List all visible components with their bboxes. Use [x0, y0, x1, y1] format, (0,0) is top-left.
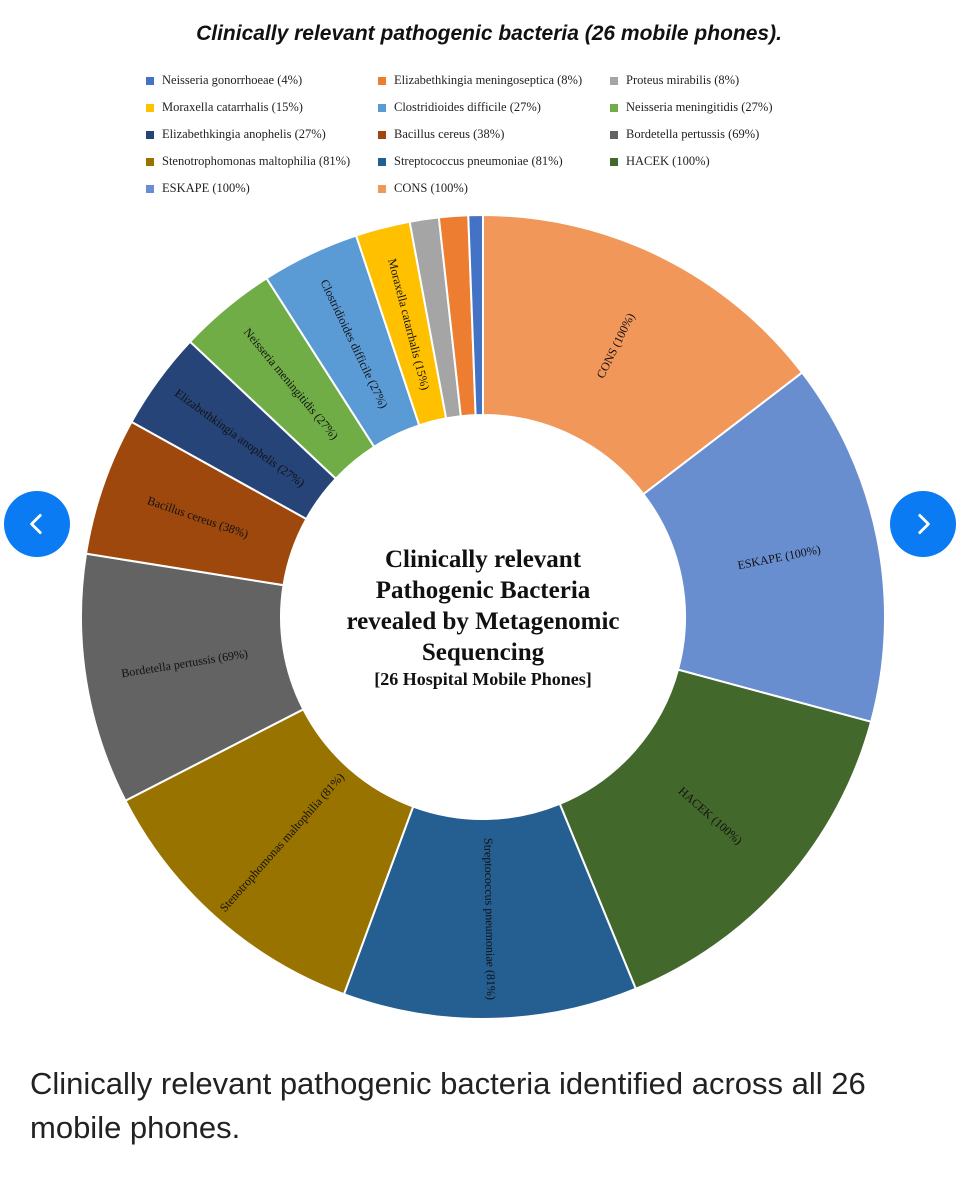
legend-label: Neisseria gonorrhoeae (4%) — [162, 73, 303, 87]
legend-label: Elizabethkingia meningoseptica (8%) — [394, 73, 583, 87]
legend-item: Stenotrophomonas maltophilia (81%) — [146, 151, 378, 172]
legend-item: Clostridioides difficile (27%) — [378, 97, 610, 118]
legend-item: Elizabethkingia meningoseptica (8%) — [378, 70, 610, 91]
legend-item: Neisseria gonorrhoeae (4%) — [146, 70, 378, 91]
legend-item: Moraxella catarrhalis (15%) — [146, 97, 378, 118]
legend-swatch — [378, 184, 386, 193]
legend-swatch — [146, 76, 154, 85]
next-slide-button[interactable] — [890, 491, 956, 557]
legend-swatch — [146, 130, 154, 139]
legend-label: Streptococcus pneumoniae (81%) — [394, 154, 563, 168]
donut-hole — [281, 415, 685, 819]
legend-label: Moraxella catarrhalis (15%) — [162, 100, 303, 114]
center-title-line: Pathogenic Bacteria — [376, 577, 591, 604]
legend-swatch — [610, 157, 618, 166]
legend-swatch — [378, 103, 386, 112]
legend-label: Elizabethkingia anophelis (27%) — [162, 127, 326, 141]
legend-swatch — [610, 130, 618, 139]
legend-swatch — [378, 130, 386, 139]
center-title-line: Sequencing — [422, 639, 545, 666]
legend-item: Bordetella pertussis (69%) — [610, 124, 846, 145]
legend-item: Neisseria meningitidis (27%) — [610, 97, 846, 118]
legend-label: Bordetella pertussis (69%) — [626, 127, 760, 141]
legend-swatch — [146, 103, 154, 112]
figure-caption: Clinically relevant pathogenic bacteria … — [30, 1066, 866, 1145]
legend-item: ESKAPE (100%) — [146, 178, 378, 199]
chart-legend: Neisseria gonorrhoeae (4%) Elizabethkingi… — [146, 70, 846, 199]
legend-swatch — [378, 157, 386, 166]
center-subtitle: [26 Hospital Mobile Phones] — [374, 669, 592, 689]
legend-swatch — [146, 184, 154, 193]
center-title-line: revealed by Metagenomic — [346, 608, 619, 635]
legend-item: CONS (100%) — [378, 178, 610, 199]
segment-label: Streptococcus pneumoniae (81%) — [481, 838, 498, 1000]
legend-item: Proteus mirabilis (8%) — [610, 70, 846, 91]
chevron-right-icon — [918, 513, 930, 535]
legend-item: Bacillus cereus (38%) — [378, 124, 610, 145]
legend-label: Clostridioides difficile (27%) — [394, 100, 541, 114]
legend-label: Neisseria meningitidis (27%) — [626, 100, 773, 114]
chart-title: Clinically relevant pathogenic bacteria … — [196, 22, 782, 45]
legend-item: Streptococcus pneumoniae (81%) — [378, 151, 610, 172]
donut-chart: CONS (100%)ESKAPE (100%)HACEK (100%)Stre… — [80, 213, 886, 1020]
legend-label: Bacillus cereus (38%) — [394, 127, 505, 141]
legend-swatch — [378, 76, 386, 85]
legend-swatch — [610, 76, 618, 85]
legend-label: HACEK (100%) — [626, 154, 710, 168]
legend-label: CONS (100%) — [394, 181, 468, 195]
legend-swatch — [146, 157, 154, 166]
legend-item: Elizabethkingia anophelis (27%) — [146, 124, 378, 145]
legend-label: ESKAPE (100%) — [162, 181, 250, 195]
legend-label: Proteus mirabilis (8%) — [626, 73, 740, 87]
legend-item: HACEK (100%) — [610, 151, 846, 172]
legend-label: Stenotrophomonas maltophilia (81%) — [162, 154, 351, 168]
chevron-left-icon — [30, 513, 42, 535]
previous-slide-button[interactable] — [4, 491, 70, 557]
center-title-line: Clinically relevant — [385, 546, 582, 573]
legend-swatch — [610, 103, 618, 112]
